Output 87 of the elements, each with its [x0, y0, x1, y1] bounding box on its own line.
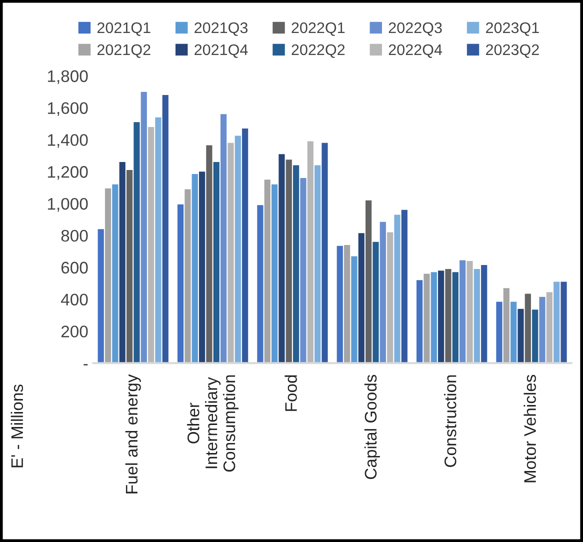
- bar: [518, 308, 524, 364]
- x-tick-label: Motor Vehicles: [524, 374, 536, 482]
- bar: [192, 174, 198, 364]
- bar: [314, 165, 321, 364]
- bar: [293, 165, 300, 364]
- legend-label: 2023Q2: [486, 44, 539, 58]
- bar: [336, 246, 343, 364]
- y-tick-label: 1,600: [48, 102, 88, 116]
- bar: [424, 274, 430, 364]
- bar: [503, 288, 510, 364]
- bar: [460, 260, 466, 364]
- y-tick-label: 1,400: [48, 134, 88, 148]
- y-tick-label: 1,000: [48, 198, 88, 212]
- x-tick-label: Construction: [444, 375, 456, 467]
- legend-label: 2022Q4: [388, 44, 442, 58]
- bar: [430, 272, 437, 364]
- x-tick-label: Food: [284, 375, 297, 411]
- bar: [351, 256, 358, 364]
- bar: [126, 170, 133, 364]
- legend-label: 2021Q1: [97, 22, 150, 36]
- bar: [234, 136, 241, 364]
- bar: [344, 245, 350, 364]
- legend-label: 2022Q1: [292, 22, 345, 36]
- y-tick-label: 400: [60, 294, 88, 306]
- x-tick-label: Capital Goods: [364, 374, 380, 480]
- bar: [307, 141, 314, 364]
- bar: [148, 126, 154, 364]
- bar: [387, 232, 394, 364]
- legend-label: 2021Q2: [97, 44, 150, 58]
- y-tick-label: 600: [61, 262, 88, 274]
- bar: [112, 184, 118, 364]
- bar: [510, 302, 517, 364]
- bar: [366, 200, 372, 364]
- bar: [532, 310, 538, 364]
- legend-label: 2022Q3: [388, 22, 442, 36]
- bar: [162, 95, 168, 364]
- y-tick-label: 1,200: [48, 166, 88, 180]
- legend-label: 2021Q3: [194, 22, 248, 36]
- bar: [438, 270, 444, 364]
- bar: [358, 233, 364, 364]
- bar: [228, 142, 234, 364]
- x-tick-label: Other Intermediary Consumption: [187, 375, 239, 472]
- legend-label: 2023Q1: [486, 22, 539, 36]
- bar: [155, 117, 162, 364]
- bar: [496, 302, 502, 364]
- bar: [466, 261, 473, 364]
- bar: [220, 114, 227, 364]
- bar: [184, 189, 191, 364]
- bar: [394, 214, 400, 364]
- bar: [322, 142, 328, 364]
- bar: [140, 92, 147, 364]
- bar: [445, 268, 452, 364]
- bar: [271, 184, 278, 364]
- bar: [134, 122, 140, 364]
- bar: [546, 292, 552, 364]
- bar: [554, 282, 560, 364]
- bar: [278, 154, 285, 364]
- bar: [372, 242, 379, 364]
- x-tick-label: Fuel and energy: [125, 374, 141, 494]
- y-tick-label: 200: [61, 326, 88, 338]
- y-tick-label: 800: [61, 230, 88, 242]
- bar: [474, 268, 480, 364]
- bar: [177, 204, 184, 364]
- bar: [104, 188, 112, 364]
- bar: [242, 128, 248, 364]
- bar: [416, 280, 423, 364]
- bar: [119, 162, 126, 364]
- legend-label: 2021Q4: [194, 44, 248, 58]
- bar: [286, 160, 292, 364]
- bar: [380, 222, 386, 364]
- bar: [401, 210, 408, 364]
- y-axis-title: E' - Millions: [10, 384, 24, 468]
- bar: [98, 229, 104, 364]
- bar: [300, 178, 306, 364]
- legend-label: 2022Q2: [292, 44, 345, 58]
- y-tick-label: -: [84, 364, 88, 366]
- bar: [257, 205, 264, 364]
- bar: [198, 172, 206, 364]
- bar: [524, 294, 531, 364]
- y-tick-label: 1,800: [48, 70, 88, 84]
- bar: [264, 180, 270, 364]
- bar: [539, 296, 546, 364]
- bar: [452, 272, 458, 364]
- bar: [560, 282, 567, 364]
- bar: [206, 145, 212, 364]
- bar: [481, 264, 488, 364]
- bar: [213, 162, 220, 364]
